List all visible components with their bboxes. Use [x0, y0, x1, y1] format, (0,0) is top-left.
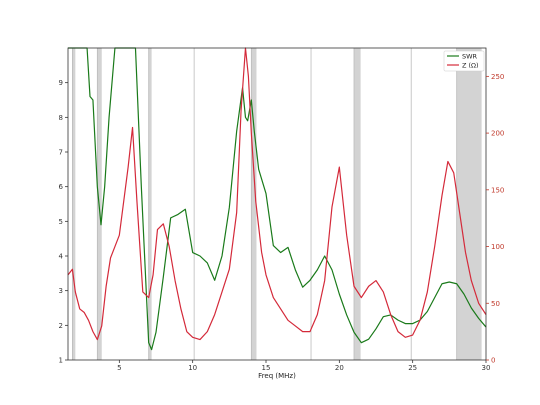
shaded-band	[456, 48, 482, 360]
plot-frame	[67, 47, 487, 361]
right-y-tick-label: 150	[491, 186, 504, 194]
left-y-tick-label: 7	[59, 149, 63, 157]
shaded-band	[251, 48, 257, 360]
left-y-tick-label: 1	[59, 357, 63, 365]
left-y-tick-label: 3	[59, 287, 63, 295]
left-y-tick-label: 6	[59, 183, 64, 191]
left-y-tick-label: 8	[59, 114, 63, 122]
right-y-tick-label: 250	[491, 73, 504, 81]
legend-label-swr: SWR	[462, 53, 478, 61]
shaded-band	[72, 48, 76, 360]
x-axis-label: Freq (MHz)	[258, 372, 296, 380]
x-tick-label: 25	[408, 364, 417, 372]
right-y-tick-label: 100	[491, 243, 504, 251]
left-y-axis: 1 2 3 4 5 6 7 8 9	[59, 79, 68, 365]
right-y-tick-label: 0	[491, 357, 495, 365]
x-tick-label: 30	[482, 364, 491, 372]
right-y-tick-label: 50	[491, 300, 500, 308]
shaded-band	[354, 48, 361, 360]
left-y-tick-label: 9	[59, 79, 63, 87]
shaded-band	[148, 48, 152, 360]
x-tick-label: 10	[188, 364, 197, 372]
left-y-tick-label: 4	[59, 253, 64, 261]
x-tick-label: 15	[262, 364, 271, 372]
legend: SWR Z (Ω)	[443, 50, 485, 72]
vertical-gridlines	[72, 48, 458, 360]
right-y-tick-label: 200	[491, 130, 504, 138]
right-y-axis: 0 50 100 150 200 250	[486, 73, 504, 365]
x-tick-label: 20	[335, 364, 344, 372]
x-tick-label: 5	[117, 364, 121, 372]
left-y-tick-label: 5	[59, 218, 63, 226]
legend-label-z: Z (Ω)	[462, 62, 479, 70]
left-y-tick-label: 2	[59, 322, 63, 330]
impedance-line	[67, 47, 487, 341]
x-axis: 5 10 15 20 25 30	[117, 360, 490, 372]
